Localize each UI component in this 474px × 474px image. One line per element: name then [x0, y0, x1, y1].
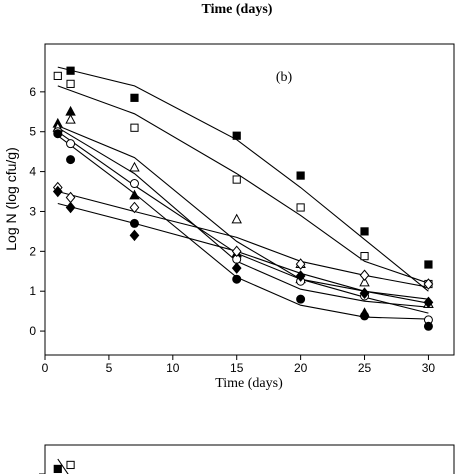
x-tick-label: 25 [358, 361, 372, 375]
x-tick-label: 30 [422, 361, 436, 375]
data-point-square [66, 460, 75, 470]
x-tick-label: 15 [230, 361, 244, 375]
data-point-triangle [359, 276, 370, 287]
data-point-square [66, 66, 75, 75]
data-point-circle [66, 139, 76, 149]
next-plot-frame [44, 444, 455, 474]
data-point-diamond [231, 262, 242, 274]
data-point-square [360, 252, 369, 261]
data-point-triangle [65, 113, 76, 124]
data-point-diamond [423, 278, 434, 290]
fit-line [57, 66, 429, 292]
fit-line [57, 458, 69, 474]
data-point-diamond [295, 270, 306, 282]
x-tick-label: 10 [166, 361, 180, 375]
data-point-triangle [231, 213, 242, 224]
data-points [52, 66, 434, 331]
y-tick-label: 4 [29, 165, 36, 179]
data-point-square [53, 71, 62, 80]
data-point-circle [423, 321, 433, 331]
y-axis-ticks: 0 1 2 3 4 5 6 [29, 85, 45, 338]
data-point-square [53, 464, 62, 474]
y-tick-label: 0 [29, 324, 36, 338]
fit-line [57, 135, 429, 320]
y-axis-label: Log N (log cfu/g) [3, 147, 19, 251]
chart-panel-b: 0 5 10 15 20 25 30 0 1 2 3 4 5 6 (b) Time (days) Log… [3, 43, 455, 391]
data-point-diamond [129, 229, 140, 242]
data-point-square [296, 171, 305, 180]
next-data-points [53, 460, 75, 474]
x-axis-ticks: 0 5 10 15 20 25 30 [42, 355, 436, 375]
data-point-diamond [65, 201, 76, 214]
y-tick-label: 1 [29, 284, 36, 298]
data-point-circle [53, 129, 63, 139]
panel-label: (b) [276, 70, 293, 85]
data-point-triangle [129, 161, 140, 172]
data-point-square [66, 79, 75, 88]
fit-line [57, 85, 429, 284]
data-point-circle [66, 155, 76, 165]
y-tick-label: 2 [29, 244, 36, 258]
fit-line [57, 190, 429, 288]
fit-line [57, 125, 429, 304]
data-point-square [130, 93, 139, 102]
y-tick-label: 5 [29, 125, 36, 139]
data-point-circle [129, 179, 139, 189]
fit-line [57, 127, 429, 308]
data-point-diamond [359, 287, 370, 299]
data-point-circle [232, 274, 242, 284]
data-point-triangle [129, 189, 140, 200]
data-point-diamond [423, 296, 434, 309]
data-point-square [360, 227, 369, 236]
data-point-diamond [359, 269, 370, 282]
data-point-square [424, 260, 433, 269]
data-point-square [232, 175, 241, 184]
data-point-square [130, 123, 139, 132]
data-point-circle [360, 311, 370, 321]
x-tick-label: 5 [106, 361, 113, 375]
data-point-diamond [129, 201, 140, 214]
y-tick-label: 3 [29, 204, 36, 218]
data-point-square [232, 131, 241, 140]
next-fit-curves [57, 458, 69, 474]
data-point-square [296, 203, 305, 212]
x-tick-label: 20 [294, 361, 308, 375]
data-point-circle [129, 218, 139, 228]
fit-line [57, 131, 429, 314]
data-point-diamond [52, 185, 63, 198]
data-point-diamond [231, 245, 242, 258]
x-tick-label: 0 [42, 361, 49, 375]
y-tick-label: 6 [29, 85, 36, 99]
plot-frame [44, 43, 455, 356]
fit-line [57, 202, 429, 300]
data-point-circle [296, 294, 306, 304]
x-axis-label: Time (days) [215, 376, 283, 391]
chart-panel-next [39, 444, 455, 474]
data-point-diamond [295, 258, 306, 270]
top-cropped-xlabel: Time (days) [202, 2, 273, 17]
fit-curves [57, 66, 429, 320]
